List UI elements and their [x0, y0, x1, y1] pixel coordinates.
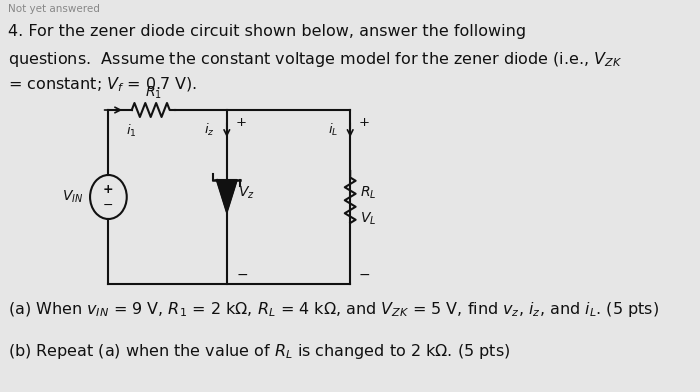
- Text: = constant; $V_f$ = 0.7 V).: = constant; $V_f$ = 0.7 V).: [8, 76, 197, 94]
- Text: −: −: [358, 268, 370, 282]
- Text: +: +: [235, 116, 246, 129]
- Text: −: −: [237, 268, 248, 282]
- Text: $i_1$: $i_1$: [127, 123, 137, 139]
- Text: 4. For the zener diode circuit shown below, answer the following: 4. For the zener diode circuit shown bel…: [8, 24, 526, 39]
- Text: $i_z$: $i_z$: [204, 122, 215, 138]
- Text: questions.  Assume the constant voltage model for the zener diode (i.e., $V_{ZK}: questions. Assume the constant voltage m…: [8, 50, 622, 69]
- Text: (b) Repeat (a) when the value of $R_L$ is changed to 2 k$\Omega$. (5 pts): (b) Repeat (a) when the value of $R_L$ i…: [8, 342, 510, 361]
- Text: $V_{IN}$: $V_{IN}$: [62, 189, 83, 205]
- Text: $R_1$: $R_1$: [145, 85, 162, 101]
- Text: Not yet answered: Not yet answered: [8, 4, 100, 14]
- Text: $i_L$: $i_L$: [328, 122, 339, 138]
- Text: +: +: [358, 116, 370, 129]
- Polygon shape: [217, 180, 237, 212]
- Text: (a) When $v_{IN}$ = 9 V, $R_1$ = 2 k$\Omega$, $R_L$ = 4 k$\Omega$, and $V_{ZK}$ : (a) When $v_{IN}$ = 9 V, $R_1$ = 2 k$\Om…: [8, 300, 659, 319]
- Text: $V_z$: $V_z$: [239, 185, 256, 201]
- Text: $R_L$: $R_L$: [360, 185, 377, 201]
- Text: −: −: [103, 198, 113, 212]
- Text: +: +: [103, 183, 113, 196]
- Text: $V_L$: $V_L$: [360, 211, 377, 227]
